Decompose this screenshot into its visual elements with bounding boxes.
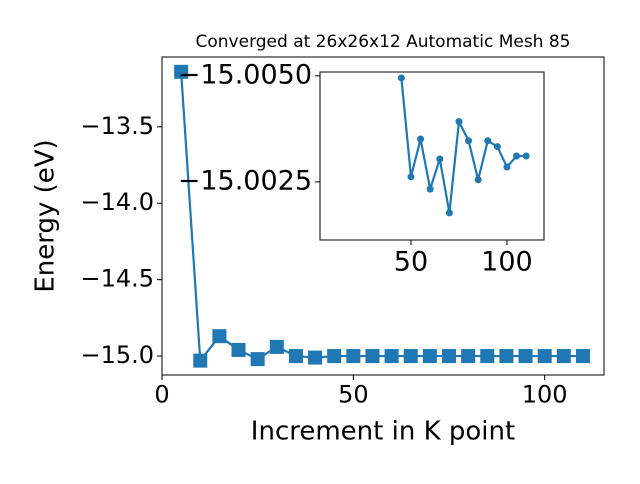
data-point <box>308 350 323 365</box>
data-point <box>365 349 380 364</box>
data-point <box>174 64 189 79</box>
y-tick-label: −15.0050 <box>178 59 312 90</box>
data-point <box>537 349 552 364</box>
data-point <box>193 353 208 368</box>
data-point <box>484 137 492 145</box>
chart-title: Converged at 26x26x12 Automatic Mesh 85 <box>196 32 571 52</box>
data-point <box>403 349 418 364</box>
data-line <box>180 71 583 364</box>
x-tick-label: 50 <box>338 380 369 408</box>
x-tick-label: 0 <box>154 380 169 408</box>
y-axis-label: Energy (eV) <box>31 139 61 292</box>
data-point <box>397 74 405 82</box>
data-point <box>513 152 521 160</box>
y-tick-label: −15.0025 <box>178 165 312 196</box>
data-point <box>384 349 399 364</box>
data-point <box>231 342 246 357</box>
data-point <box>522 152 530 160</box>
data-point <box>455 118 463 126</box>
data-point <box>518 349 533 364</box>
data-point <box>288 349 303 364</box>
data-point <box>269 339 284 354</box>
data-point <box>212 329 227 344</box>
x-axis-label: Increment in K point <box>251 417 515 447</box>
data-point <box>480 349 495 364</box>
y-tick-label: −14.5 <box>80 265 154 293</box>
data-point <box>407 173 415 181</box>
data-point <box>417 135 425 143</box>
data-point <box>556 349 571 364</box>
y-tick-label: −13.5 <box>80 112 154 140</box>
data-point <box>327 349 342 364</box>
data-point <box>422 349 437 364</box>
data-point <box>474 176 482 184</box>
x-tick-label: 100 <box>481 246 533 277</box>
data-point <box>346 349 361 364</box>
plot-area <box>319 71 545 241</box>
data-point <box>250 352 265 367</box>
data-point <box>436 155 444 163</box>
data-point <box>426 185 434 193</box>
data-line <box>400 77 527 214</box>
x-tick-label: 100 <box>522 380 568 408</box>
data-point <box>503 163 511 171</box>
y-tick-label: −14.0 <box>80 188 154 216</box>
y-tick-label: −15.0 <box>80 341 154 369</box>
data-point <box>445 209 453 217</box>
data-point <box>499 349 514 364</box>
data-point <box>465 137 473 145</box>
data-point <box>442 349 457 364</box>
data-point <box>461 349 476 364</box>
x-tick-label: 50 <box>394 246 428 277</box>
data-point <box>575 349 590 364</box>
data-point <box>493 143 501 151</box>
